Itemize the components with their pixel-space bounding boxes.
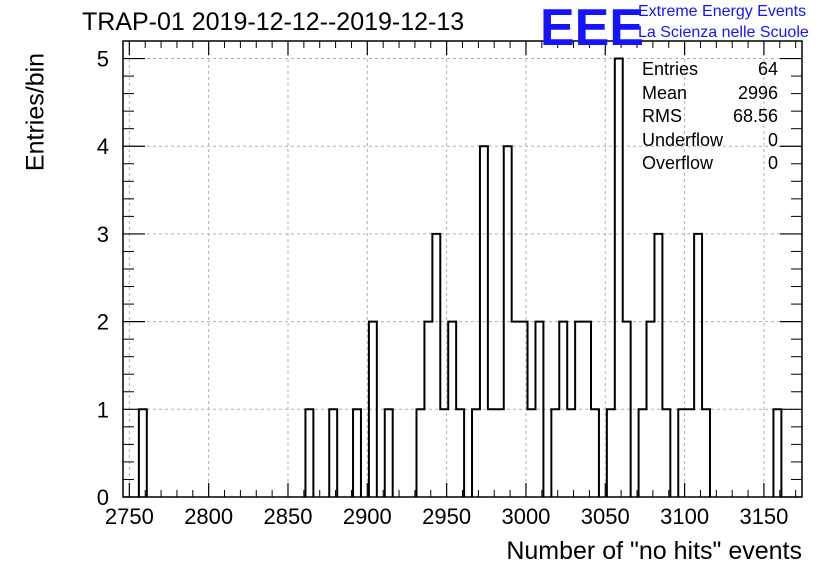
histogram-bin xyxy=(654,234,662,497)
x-tick-label: 2850 xyxy=(264,504,313,529)
x-tick-label: 3150 xyxy=(739,504,788,529)
histogram-bin xyxy=(385,409,393,497)
x-tick-label: 3000 xyxy=(501,504,550,529)
histogram-bin xyxy=(567,409,575,497)
stat-mean: Mean 2996 xyxy=(642,82,778,106)
stat-rms-value: 68.56 xyxy=(732,106,778,126)
histogram-bin xyxy=(702,409,710,497)
stat-underflow: Underflow 0 xyxy=(642,129,778,153)
chart-title: TRAP-01 2019-12-12--2019-12-13 xyxy=(82,8,465,36)
stat-mean-label: Mean xyxy=(642,82,688,103)
stat-entries-value: 64 xyxy=(757,59,778,79)
histogram-bin xyxy=(607,409,615,497)
histogram-bin xyxy=(773,409,781,497)
eee-logo: EEE xyxy=(540,0,645,57)
logo-line-2: La Scienza nelle Scuole xyxy=(638,24,809,41)
plot-frame xyxy=(122,40,803,498)
stat-overflow-label: Overflow xyxy=(642,153,714,173)
stat-entries-label: Entries xyxy=(642,59,699,79)
y-tick-label: 3 xyxy=(97,222,109,247)
histogram-bin xyxy=(591,409,599,497)
y-tick-label: 0 xyxy=(97,485,109,510)
stats-box: Entries 64 Mean 2996 RMS 68.56 Underflow… xyxy=(642,58,778,176)
histogram-bin xyxy=(329,409,337,497)
logo-line-1: Extreme Energy Events xyxy=(638,3,807,20)
histogram-bin xyxy=(615,59,623,497)
tick-labels: 2750 2800 2850 2900 2950 3000 3050 3100 31500123… xyxy=(97,47,789,529)
stat-rms: RMS 68.56 xyxy=(642,105,778,129)
y-tick-label: 2 xyxy=(97,310,109,335)
y-tick-label: 1 xyxy=(97,397,109,422)
histogram-bin xyxy=(353,409,361,497)
histogram-bin xyxy=(528,409,536,497)
histogram-bin xyxy=(456,409,464,497)
histogram-bin xyxy=(551,409,559,497)
stat-overflow-value: 0 xyxy=(767,153,778,173)
histogram-bin xyxy=(432,234,440,497)
x-tick-label: 2750 xyxy=(105,504,154,529)
stat-entries: Entries 64 xyxy=(642,58,778,82)
histogram-bin xyxy=(639,409,647,497)
x-tick-label: 2950 xyxy=(422,504,471,529)
stat-rms-label: RMS xyxy=(642,106,682,126)
histogram-bin xyxy=(139,409,147,497)
histogram-bin xyxy=(686,409,694,497)
histogram-bin xyxy=(662,409,670,497)
x-tick-label: 2900 xyxy=(343,504,392,529)
histogram-bin xyxy=(472,409,480,497)
histogram-bin xyxy=(305,409,313,497)
histogram-bin xyxy=(694,234,702,497)
stat-overflow: Overflow 0 xyxy=(642,152,778,176)
x-tick-label: 2800 xyxy=(184,504,233,529)
stat-underflow-label: Underflow xyxy=(642,129,724,150)
histogram-bin xyxy=(496,409,504,497)
x-axis-label: Number of "no hits" events xyxy=(506,537,802,565)
histogram-bin xyxy=(416,409,424,497)
y-tick-label: 4 xyxy=(97,134,109,159)
x-tick-label: 3050 xyxy=(581,504,630,529)
histogram-outline xyxy=(137,57,783,497)
x-tick-label: 3100 xyxy=(660,504,709,529)
histogram-bin xyxy=(488,409,496,497)
stat-underflow-value: 0 xyxy=(767,129,778,150)
y-axis-label: Entries/bin xyxy=(21,52,50,172)
y-tick-label: 5 xyxy=(97,47,109,72)
stat-mean-value: 2996 xyxy=(737,82,778,103)
